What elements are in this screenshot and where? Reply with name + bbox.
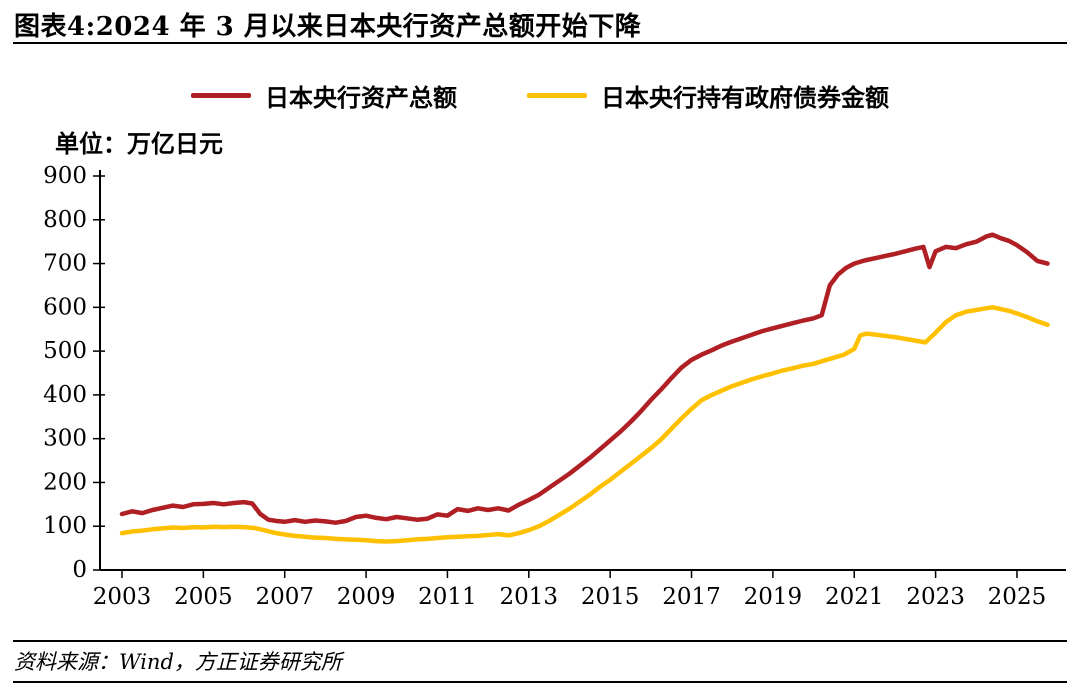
x-tick-label: 2005 (174, 584, 233, 610)
y-tick-label: 100 (43, 513, 87, 539)
line-chart: 0 100 200 300 400 500 600 700 800 900 2003 2005 2007… (43, 163, 1066, 610)
x-tick-label: 2003 (93, 584, 152, 610)
y-tick-label: 200 (43, 469, 87, 495)
x-tick-label: 2017 (662, 584, 721, 610)
figure-title: 图表4:2024 年 3 月以来日本央行资产总额开始下降 (14, 12, 642, 42)
y-tick-label: 300 (43, 426, 87, 452)
title-divider (13, 42, 1067, 44)
y-tick-label: 500 (43, 338, 87, 364)
x-tick-label: 2019 (744, 584, 803, 610)
x-tick-label: 2021 (825, 584, 884, 610)
y-tick-label: 800 (43, 207, 87, 233)
source-divider (13, 640, 1067, 642)
x-tick-label: 2023 (906, 584, 965, 610)
source-note: 资料来源：Wind，方正证券研究所 (14, 650, 342, 674)
unit-label: 单位：万亿日元 (55, 129, 223, 158)
legend-label-total-assets: 日本央行资产总额 (265, 82, 457, 112)
legend-line-swatch-yellow (527, 92, 587, 98)
x-tick-label: 2015 (581, 584, 640, 610)
y-tick-label: 0 (72, 557, 87, 583)
x-tick-label: 2007 (255, 584, 314, 610)
series-line-1 (119, 305, 1050, 544)
y-tick-label: 900 (43, 163, 87, 189)
legend-label-govt-bonds: 日本央行持有政府债券金额 (601, 82, 889, 112)
x-tick-label: 2009 (337, 584, 396, 610)
y-tick-label: 400 (43, 382, 87, 408)
bottom-border (13, 681, 1067, 683)
legend-line-swatch-red (191, 92, 251, 98)
legend-item-total-assets: 日本央行资产总额 (191, 78, 457, 113)
legend-item-govt-bonds: 日本央行持有政府债券金额 (527, 78, 889, 113)
y-tick-label: 700 (43, 251, 87, 277)
x-tick-label: 2011 (418, 584, 477, 610)
chart-legend: 日本央行资产总额 日本央行持有政府债券金额 (0, 78, 1080, 112)
y-tick-label: 600 (43, 294, 87, 320)
x-tick-label: 2013 (500, 584, 559, 610)
x-tick-label: 2025 (988, 584, 1047, 610)
series-line-0 (119, 232, 1050, 525)
